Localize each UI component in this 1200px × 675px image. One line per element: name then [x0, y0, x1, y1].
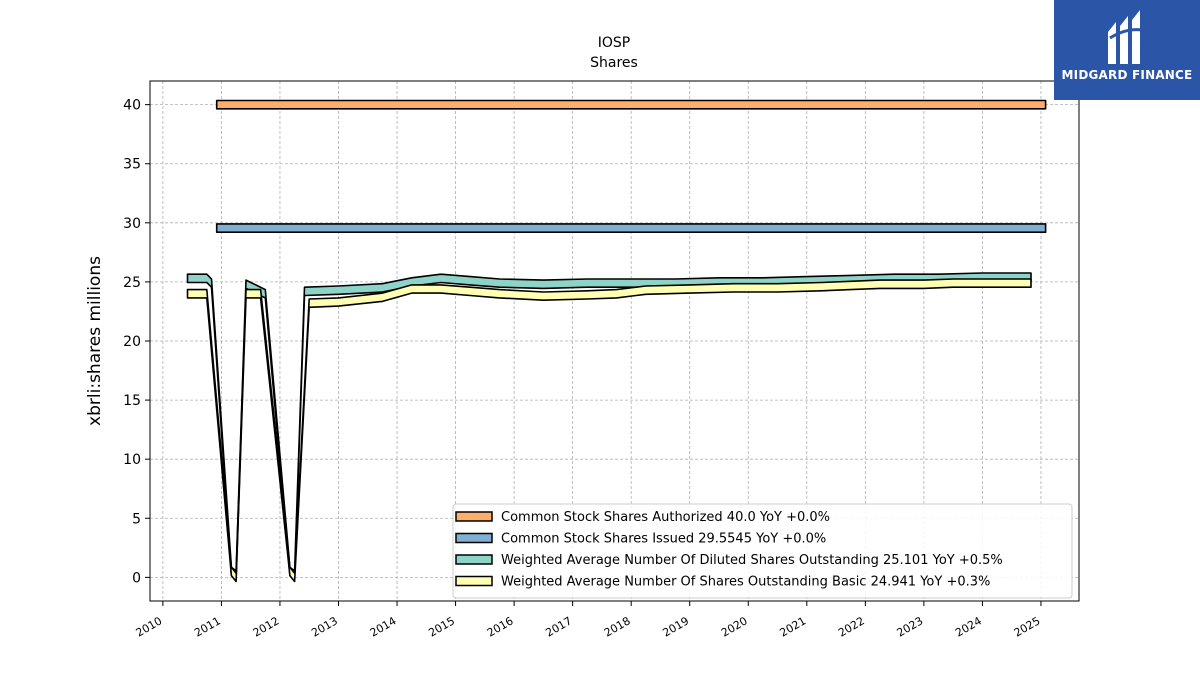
legend-entry: Common Stock Shares Authorized 40.0 YoY …: [501, 510, 830, 525]
x-tick-label: 2019: [660, 614, 691, 639]
x-tick-label: 2017: [543, 614, 574, 639]
legend-box: [452, 503, 1073, 599]
y-axis: 0 5 10 15 20 25 30 35 40: [123, 98, 150, 586]
x-tick-label: 2022: [836, 614, 867, 639]
legend-entry: Common Stock Shares Issued 29.5545 YoY +…: [501, 532, 826, 547]
x-tick-label: 2010: [134, 614, 165, 639]
y-tick-label: 15: [123, 393, 141, 409]
grid: [150, 81, 1079, 601]
y-tick-label: 20: [123, 334, 141, 350]
legend-entry: Weighted Average Number Of Diluted Share…: [501, 553, 1003, 568]
x-axis: 2010 2011 2012 2013 2014 2015 2016 2017 2018 2019…: [134, 601, 1043, 640]
x-tick-label: 2013: [309, 614, 340, 639]
chart-subtitle: Shares: [590, 55, 638, 71]
legend-swatch: [455, 554, 493, 565]
series-4-band: [186, 278, 1032, 583]
y-tick-label: 35: [123, 157, 141, 173]
brand-logo: MIDGARD FINANCE: [1054, 0, 1200, 100]
series-1-band: [215, 99, 1047, 110]
x-tick-label: 2020: [719, 614, 750, 639]
y-tick-label: 0: [132, 570, 141, 586]
legend-swatch: [455, 511, 493, 522]
legend: Common Stock Shares Authorized 40.0 YoY …: [452, 503, 1073, 599]
y-tick-label: 30: [123, 216, 141, 232]
x-tick-label: 2011: [192, 614, 223, 639]
x-tick-label: 2018: [602, 614, 633, 639]
y-tick-label: 5: [132, 511, 141, 527]
y-tick-label: 10: [123, 452, 141, 468]
x-tick-label: 2014: [368, 614, 399, 639]
x-tick-label: 2012: [251, 614, 282, 639]
x-tick-label: 2023: [895, 614, 926, 639]
x-tick-label: 2015: [426, 614, 457, 639]
legend-swatch: [455, 532, 493, 544]
x-tick-label: 2016: [485, 614, 516, 639]
series-layer: [186, 99, 1047, 583]
y-tick-label: 40: [123, 98, 141, 114]
y-axis-label: xbrli:shares millions: [85, 256, 105, 426]
x-tick-label: 2024: [953, 614, 984, 639]
legend-swatch: [455, 575, 493, 587]
x-tick-label: 2021: [778, 614, 809, 639]
brand-name: MIDGARD FINANCE: [1061, 68, 1193, 82]
legend-entry: Weighted Average Number Of Shares Outsta…: [501, 575, 990, 590]
y-tick-label: 25: [123, 275, 141, 291]
series-2-band: [215, 223, 1047, 233]
chart-title: IOSP: [598, 35, 630, 51]
brand-mark-icon: [1108, 10, 1143, 64]
x-tick-label: 2025: [1012, 614, 1043, 639]
